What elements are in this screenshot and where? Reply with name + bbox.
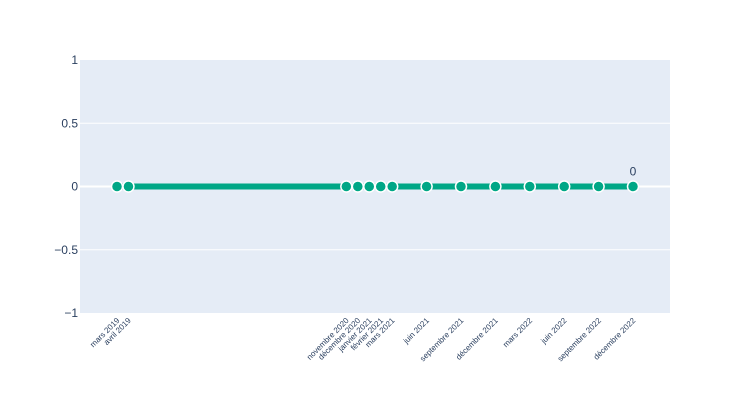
data-point: [626, 180, 640, 193]
y-tick-label: −0.5: [54, 243, 78, 257]
data-point: [340, 180, 353, 193]
data-label: 0: [630, 165, 637, 179]
data-point: [592, 180, 605, 193]
series-group: [110, 180, 640, 193]
data-point: [523, 180, 537, 193]
data-point: [385, 180, 399, 193]
y-tick-label: 0.5: [61, 116, 78, 130]
data-point: [110, 180, 124, 193]
y-axis-ticks: 1 0.5 0 −0.5 −1: [54, 53, 78, 320]
data-point: [454, 180, 468, 193]
data-labels: 0: [630, 165, 637, 179]
x-tick-label: juin 2021: [401, 316, 431, 346]
data-point: [489, 180, 502, 193]
y-tick-label: 1: [71, 53, 78, 67]
data-point: [363, 180, 376, 193]
data-point: [557, 180, 571, 193]
y-tick-label: 0: [71, 180, 78, 194]
x-tick-label: mars 2022: [501, 316, 534, 349]
x-tick-label: juin 2022: [539, 316, 569, 346]
y-tick-label: −1: [64, 306, 78, 320]
data-point: [351, 180, 365, 193]
data-point: [420, 180, 433, 193]
data-point: [122, 180, 135, 193]
data-point: [374, 180, 387, 193]
